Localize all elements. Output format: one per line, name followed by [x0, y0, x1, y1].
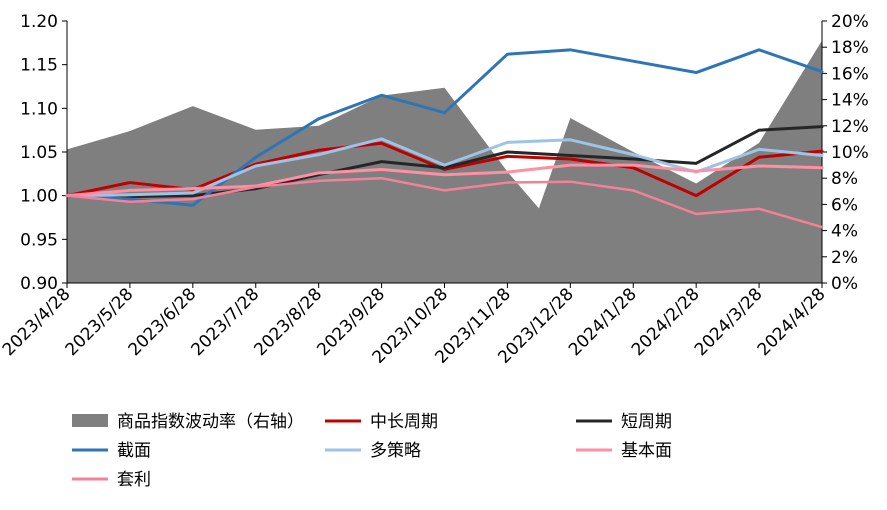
legend-entry: 中长周期: [325, 412, 438, 432]
left-axis-tick-label: 0.95: [20, 230, 58, 250]
legend-entry: 商品指数波动率（右轴）: [72, 412, 304, 432]
legend-swatch-area: [72, 414, 108, 427]
series-line: [65, 163, 824, 198]
legend-entry: 截面: [72, 441, 151, 461]
legend-entry: 短周期: [576, 412, 672, 432]
legend-label: 商品指数波动率（右轴）: [117, 412, 304, 432]
right-axis-tick-label: 20%: [831, 12, 869, 32]
left-axis-tick-label: 0.90: [20, 274, 58, 294]
right-axis-tick-label: 14%: [831, 91, 869, 111]
legend-label: 基本面: [621, 441, 672, 461]
legend-entry: 基本面: [576, 441, 672, 461]
right-axis-tick-label: 8%: [831, 169, 858, 189]
right-axis-tick-label: 6%: [831, 195, 858, 215]
legend-label: 多策略: [370, 441, 421, 461]
series-lines: [65, 48, 824, 229]
volatility-area-layer: [67, 40, 822, 284]
legend-label: 套利: [117, 470, 151, 490]
right-axis-tick-label: 0%: [831, 274, 858, 294]
right-axis-tick-label: 4%: [831, 222, 858, 242]
left-axis-tick-label: 1.10: [20, 99, 58, 119]
series-line: [65, 48, 824, 207]
left-axis-tick-label: 1.05: [20, 143, 58, 163]
legend-entry: 套利: [72, 470, 151, 490]
right-axis-tick-label: 10%: [831, 143, 869, 163]
legend-label: 中长周期: [370, 412, 438, 432]
right-axis-tick-label: 16%: [831, 64, 869, 84]
left-axis-tick-label: 1.15: [20, 56, 58, 76]
legend-label: 短周期: [621, 412, 672, 432]
right-axis-tick-label: 2%: [831, 248, 858, 268]
right-axis-tick-label: 18%: [831, 38, 869, 58]
series-line: [65, 176, 824, 229]
x-axis-tick-label: 2024/4/28: [754, 284, 830, 360]
legend-label: 截面: [117, 441, 151, 461]
volatility-area: [67, 40, 822, 284]
left-axis-tick-label: 1.00: [20, 187, 58, 207]
legend-entry: 多策略: [325, 441, 421, 461]
left-axis-tick-label: 1.20: [20, 12, 58, 32]
series-line: [65, 125, 824, 199]
right-axis-tick-label: 12%: [831, 117, 869, 137]
